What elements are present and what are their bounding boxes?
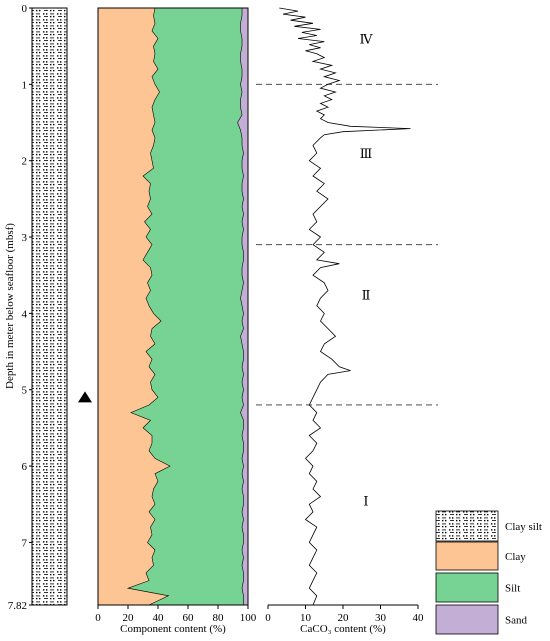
depth-tick-label-0: 0 [22,3,28,15]
component-tick-label-4: 80 [213,612,225,624]
component-x-label: Component content (%) [120,623,226,635]
depth-tick-label-5: 5 [22,385,28,397]
depth-tick-label-7: 7 [22,537,28,549]
caco3-x-label: CaCO₃ content (%) [300,623,386,635]
legend-label-0: Clay silt [505,521,542,533]
component-x-axis: 0 20 40 60 80 100 [95,605,257,624]
component-tick-label-0: 0 [95,612,101,624]
depth-tick-label-2: 2 [22,156,28,168]
clay-boundary-line [126,7,171,606]
component-panel: 0 20 40 60 80 100 Component content (%) [95,7,257,635]
unit-label-2: Ⅱ [362,287,371,302]
depth-tick-label-4: 4 [22,308,28,320]
sample-marker-triangle [78,391,92,403]
caco3-series-line [279,7,411,606]
unit-label-0: Ⅳ [360,32,374,47]
unit-labels: Ⅳ Ⅲ Ⅱ Ⅰ [360,32,374,509]
legend-label-2: Silt [505,583,520,595]
depth-tick-label-8: 7.82 [8,600,27,612]
depth-tick-label-6: 6 [22,461,28,473]
caco3-tick-label-4: 40 [413,612,425,624]
caco3-tick-label-2: 20 [338,612,350,624]
legend-swatch-0 [435,510,499,542]
component-tick-label-5: 100 [240,612,257,624]
component-tick-label-3: 60 [183,612,195,624]
legend-label-3: Sand [505,615,528,627]
depth-tick-label-3: 3 [22,232,28,244]
caco3-panel: Ⅳ Ⅲ Ⅱ Ⅰ 0 10 20 30 40 CaCO₃ content (%) [256,7,438,635]
unit-label-1: Ⅲ [360,146,373,161]
component-panel-frame [97,7,249,606]
lithology-column: 0 1 2 3 4 5 6 7 7.82 Depth in meter below seaflo… [4,3,68,612]
legend-swatch-2 [435,572,499,603]
legend: Clay silt Clay Silt Sand [435,510,542,635]
caco3-tick-label-1: 10 [300,612,312,624]
silt-boundary-line [237,8,244,605]
legend-swatch-1 [435,541,499,571]
unit-boundaries [256,83,438,406]
legend-label-1: Clay [505,551,526,563]
component-tick-label-1: 20 [123,612,135,624]
caco3-tick-label-0: 0 [265,612,271,624]
component-tick-label-2: 40 [153,612,165,624]
caco3-x-axis: 0 10 20 30 40 [265,605,424,624]
legend-swatch-3 [435,604,499,635]
lithology-clay-silt-bar [31,7,68,606]
caco3-tick-label-3: 30 [375,612,387,624]
clay-area [98,8,170,605]
depth-axis-label: Depth in meter below seafloor (mbsf) [4,223,16,389]
depth-tick-label-1: 1 [22,79,28,91]
depth-axis: 0 1 2 3 4 5 6 7 7.82 [8,3,32,612]
unit-label-3: Ⅰ [363,493,368,508]
